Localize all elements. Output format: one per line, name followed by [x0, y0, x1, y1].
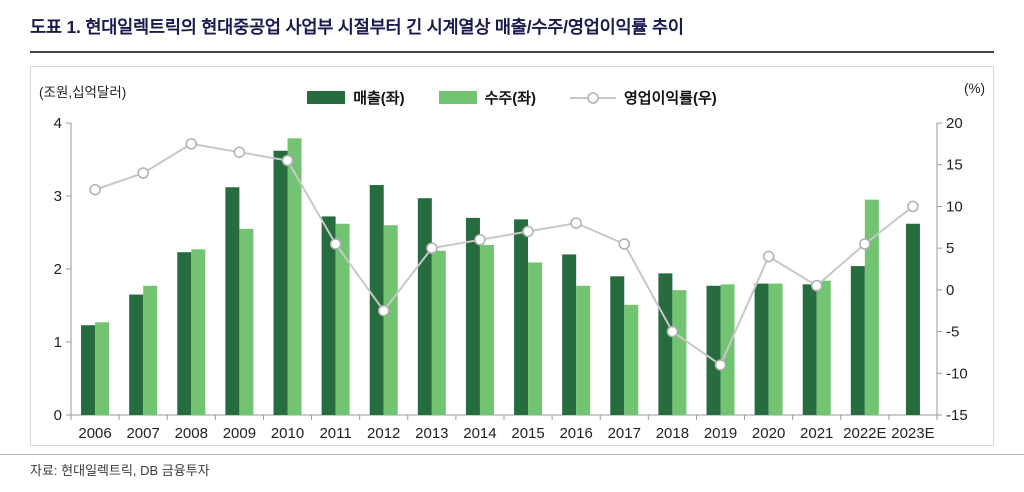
svg-text:10: 10	[946, 198, 963, 215]
svg-text:3: 3	[54, 188, 62, 205]
svg-text:5: 5	[946, 240, 954, 257]
svg-text:2013: 2013	[415, 425, 448, 441]
svg-text:2019: 2019	[704, 425, 737, 441]
svg-text:2012: 2012	[367, 425, 400, 441]
svg-text:2015: 2015	[511, 425, 544, 441]
legend-label-margin: 영업이익률(우)	[623, 90, 717, 107]
legend-item-margin: 영업이익률(우)	[569, 87, 717, 108]
orders-swatch-icon	[438, 91, 477, 104]
svg-text:2016: 2016	[559, 425, 592, 441]
chart-panel: (조원,십억달러) (%) 매출(좌) 수주(좌) 영업이익률(우)	[30, 66, 994, 446]
svg-text:0: 0	[946, 282, 954, 299]
svg-text:2006: 2006	[78, 425, 111, 441]
svg-text:20: 20	[946, 115, 963, 132]
combo-chart-plot: 0 1 2 3 4 -15 -10 -5 0 5 10 15 20 2006 2007 2008 2009 201…	[54, 115, 968, 441]
figure-title: 도표 1. 현대일렉트릭의 현대중공업 사업부 시절부터 긴 시계열상 매출/수…	[30, 14, 994, 53]
svg-text:1: 1	[54, 334, 62, 351]
svg-text:2017: 2017	[608, 425, 641, 441]
legend-label-orders: 수주(좌)	[484, 90, 536, 107]
chart-legend: 매출(좌) 수주(좌) 영업이익률(우)	[31, 87, 993, 108]
svg-text:0: 0	[54, 407, 62, 424]
legend-item-orders: 수주(좌)	[438, 87, 536, 108]
svg-text:2010: 2010	[271, 425, 304, 441]
svg-text:2018: 2018	[656, 425, 689, 441]
left-axis-unit-label: (조원,십억달러)	[39, 85, 127, 100]
sales-swatch-icon	[307, 91, 346, 104]
svg-text:2022E: 2022E	[843, 425, 886, 441]
svg-text:2: 2	[54, 261, 62, 278]
svg-text:2021: 2021	[800, 425, 833, 441]
svg-text:-10: -10	[946, 365, 968, 382]
legend-label-sales: 매출(좌)	[353, 90, 405, 107]
svg-text:4: 4	[54, 115, 62, 132]
svg-text:2011: 2011	[319, 425, 351, 441]
margin-line-swatch-icon	[569, 91, 616, 105]
footer-divider	[0, 454, 1024, 455]
svg-text:15: 15	[946, 157, 963, 174]
svg-text:2009: 2009	[223, 425, 256, 441]
svg-text:2023E: 2023E	[891, 425, 934, 441]
svg-text:-15: -15	[946, 407, 968, 424]
svg-text:2008: 2008	[175, 425, 208, 441]
right-axis-unit-label: (%)	[964, 81, 985, 96]
svg-text:2020: 2020	[752, 425, 785, 441]
svg-text:2014: 2014	[463, 425, 496, 441]
source-note: 자료: 현대일렉트릭, DB 금융투자	[30, 463, 210, 478]
legend-item-sales: 매출(좌)	[307, 87, 405, 108]
svg-text:-5: -5	[946, 324, 959, 341]
svg-text:2007: 2007	[126, 425, 159, 441]
